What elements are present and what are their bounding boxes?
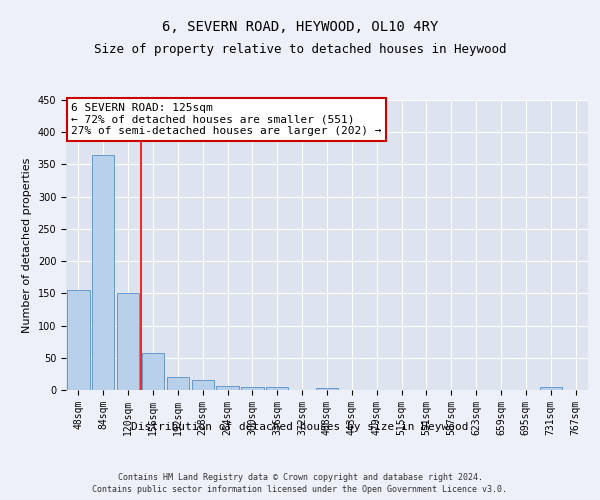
Bar	[217, 386, 239, 390]
Bar	[266, 387, 289, 390]
Bar	[191, 380, 214, 390]
Text: Contains HM Land Registry data © Crown copyright and database right 2024.: Contains HM Land Registry data © Crown c…	[118, 472, 482, 482]
Bar	[539, 387, 562, 390]
Bar	[167, 377, 189, 390]
Text: Contains public sector information licensed under the Open Government Licence v3: Contains public sector information licen…	[92, 485, 508, 494]
Bar	[117, 294, 139, 390]
Bar	[316, 388, 338, 390]
Text: 6 SEVERN ROAD: 125sqm
← 72% of detached houses are smaller (551)
27% of semi-det: 6 SEVERN ROAD: 125sqm ← 72% of detached …	[71, 103, 382, 136]
Text: Distribution of detached houses by size in Heywood: Distribution of detached houses by size …	[131, 422, 469, 432]
Text: Size of property relative to detached houses in Heywood: Size of property relative to detached ho…	[94, 42, 506, 56]
Text: 6, SEVERN ROAD, HEYWOOD, OL10 4RY: 6, SEVERN ROAD, HEYWOOD, OL10 4RY	[162, 20, 438, 34]
Bar	[142, 352, 164, 390]
Bar	[92, 155, 115, 390]
Bar	[241, 387, 263, 390]
Bar	[67, 290, 89, 390]
Y-axis label: Number of detached properties: Number of detached properties	[22, 158, 32, 332]
